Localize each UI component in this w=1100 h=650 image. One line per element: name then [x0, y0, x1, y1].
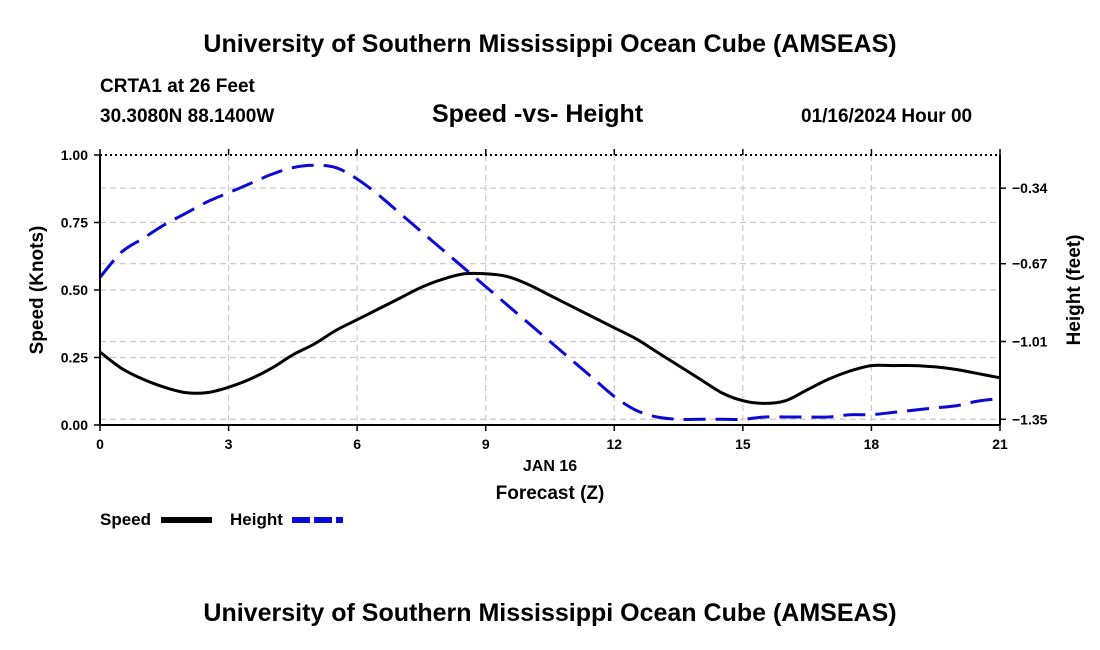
legend-height-label: Height	[230, 510, 283, 529]
coordinates-label: 30.3080N 88.1400W	[100, 106, 275, 127]
series-line-speed	[99, 271, 1001, 405]
y-tick-label: 0.75	[61, 215, 88, 231]
y-tick-label: 0.50	[61, 282, 88, 298]
x-tick-label: 9	[482, 436, 490, 452]
x-tick-label: 21	[992, 436, 1008, 452]
legend-speed-label: Speed	[100, 510, 152, 529]
x-tick-label: 18	[864, 436, 880, 452]
chart-title: Speed -vs- Height	[432, 100, 644, 128]
x-tick-label: 12	[606, 436, 622, 452]
footer-title: University of Southern Mississippi Ocean…	[203, 599, 897, 627]
main-title: University of Southern Mississippi Ocean…	[203, 30, 897, 58]
series-lines	[98, 163, 1001, 421]
x-tick-label: 0	[96, 436, 104, 452]
y-tick-label: 0.25	[61, 350, 88, 366]
x-tick-label: 3	[225, 436, 233, 452]
y-tick-label: 0.00	[61, 417, 88, 433]
x-axis-date-label: JAN 16	[522, 458, 578, 475]
y2-tick-label: −0.34	[1012, 180, 1048, 196]
y-tick-label: 1.00	[61, 147, 88, 163]
tick-marks	[94, 149, 1006, 431]
x-tick-label: 15	[735, 436, 751, 452]
y2-axis-title: Height (feet)	[1064, 234, 1085, 346]
date-label: 01/16/2024 Hour 00	[801, 106, 973, 127]
x-tick-label: 6	[353, 436, 361, 452]
grid-lines	[100, 155, 1000, 425]
y2-tick-label: −1.35	[1012, 411, 1048, 427]
station-label: CRTA1 at 26 Feet	[100, 76, 255, 97]
y2-tick-label: −1.01	[1012, 333, 1048, 349]
y-axis-title: Speed (Knots)	[27, 225, 48, 355]
tick-labels: 0 3 6 9 12 15 18 21 0.00 0.25 0.50 0.75 1.00 −0.34 −0.…	[61, 147, 1048, 452]
y2-tick-label: −0.67	[1012, 256, 1048, 272]
series-line-height	[98, 163, 1001, 421]
x-axis-title: Forecast (Z)	[495, 483, 605, 504]
